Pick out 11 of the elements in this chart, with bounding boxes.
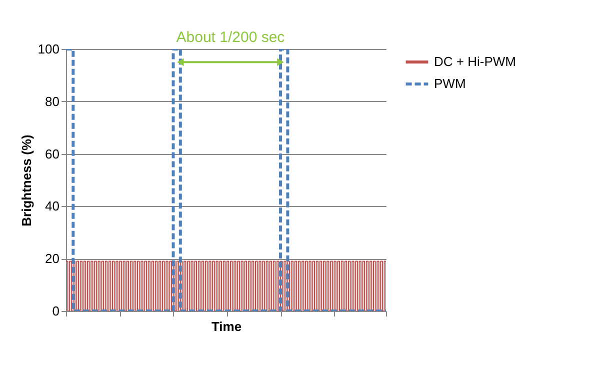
- y-tick-label: 80: [45, 94, 60, 109]
- x-axis-title: Time: [211, 319, 242, 334]
- y-tick-label: 40: [45, 198, 60, 214]
- y-tick-label: 0: [52, 304, 60, 318]
- y-axis-title: Brightness (%): [18, 134, 34, 226]
- legend-label: DC + Hi-PWM: [434, 54, 516, 69]
- legend-label: PWM: [434, 76, 466, 91]
- text: About 1/200 sec: [176, 29, 286, 46]
- y-tick-label: 20: [45, 251, 60, 266]
- y-tick-label: 100: [38, 42, 60, 56]
- y-tick-label: 60: [45, 146, 60, 162]
